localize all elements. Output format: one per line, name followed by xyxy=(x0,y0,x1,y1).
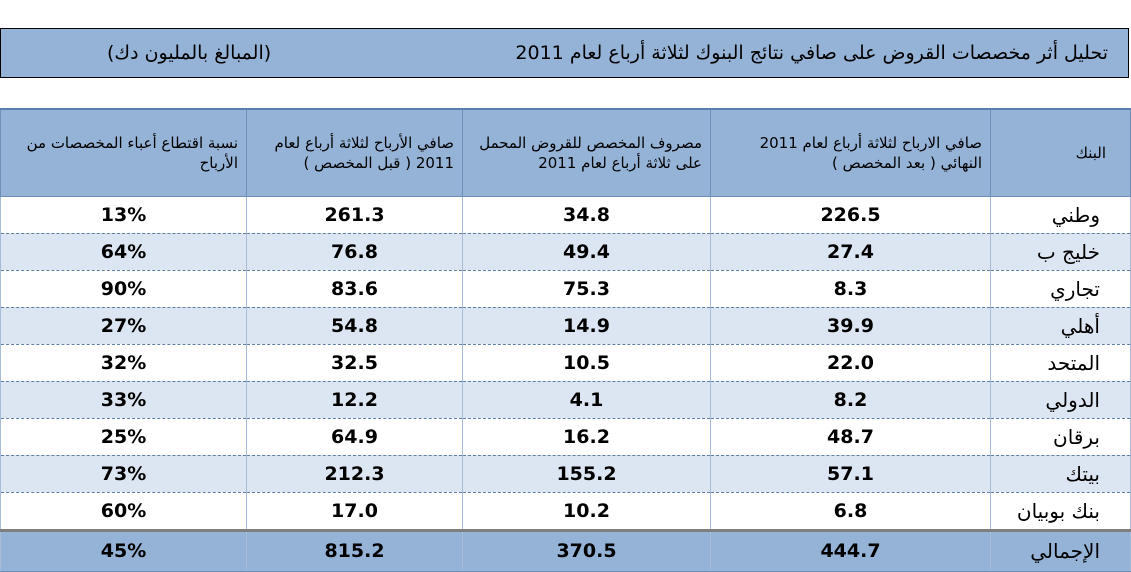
table-row: 32% 32.5 10.5 22.0 المتحد xyxy=(0,344,1131,382)
table-row: 25% 64.9 16.2 48.7 برقان xyxy=(0,418,1131,456)
cell-profit-before: 212.3 xyxy=(246,455,463,493)
cell-bank: خليج ب xyxy=(990,233,1131,271)
cell-profit-after: 27.4 xyxy=(710,233,991,271)
header-provision: مصروف المخصص للقروض المحمل على ثلاثة أرب… xyxy=(462,108,711,197)
cell-profit-before: 17.0 xyxy=(246,492,463,531)
cell-bank: وطني xyxy=(990,196,1131,234)
cell-provision: 16.2 xyxy=(462,418,711,456)
cell-ratio: 64% xyxy=(0,233,247,271)
page-title: تحليل أثر مخصصات القروض على صافي نتائج ا… xyxy=(515,42,1108,64)
cell-profit-before: 76.8 xyxy=(246,233,463,271)
cell-bank: بيتك xyxy=(990,455,1131,493)
cell-profit-before: 261.3 xyxy=(246,196,463,234)
cell-ratio: 33% xyxy=(0,381,247,419)
cell-profit-after: 48.7 xyxy=(710,418,991,456)
cell-ratio: 32% xyxy=(0,344,247,382)
title-bar: (المبالغ بالمليون دك) تحليل أثر مخصصات ا… xyxy=(0,28,1129,78)
cell-profit-after: 6.8 xyxy=(710,492,991,531)
cell-provision: 34.8 xyxy=(462,196,711,234)
table-row: 64% 76.8 49.4 27.4 خليج ب xyxy=(0,233,1131,271)
cell-bank: تجاري xyxy=(990,270,1131,308)
cell-bank: برقان xyxy=(990,418,1131,456)
bank-provisions-table: نسبة اقتطاع أعباء المخصصات من الأرباح صا… xyxy=(0,108,1131,572)
cell-bank: المتحد xyxy=(990,344,1131,382)
header-profit-before: صافي الأرباح لثلاثة أرباع لعام 2011 ( قب… xyxy=(246,108,463,197)
cell-profit-after: 57.1 xyxy=(710,455,991,493)
cell-profit-before: 83.6 xyxy=(246,270,463,308)
cell-ratio: 13% xyxy=(0,196,247,234)
table-header-row: نسبة اقتطاع أعباء المخصصات من الأرباح صا… xyxy=(0,108,1131,197)
title-unit: (المبالغ بالمليون دك) xyxy=(107,42,272,64)
cell-profit-before: 12.2 xyxy=(246,381,463,419)
table-row: 33% 12.2 4.1 8.2 الدولي xyxy=(0,381,1131,419)
cell-profit-after: 22.0 xyxy=(710,344,991,382)
cell-profit-after: 39.9 xyxy=(710,307,991,345)
table-row: 27% 54.8 14.9 39.9 أهلي xyxy=(0,307,1131,345)
cell-provision: 155.2 xyxy=(462,455,711,493)
table-row: 60% 17.0 10.2 6.8 بنك بوبيان xyxy=(0,492,1131,531)
cell-ratio: 27% xyxy=(0,307,247,345)
cell-profit-before: 32.5 xyxy=(246,344,463,382)
total-label: الإجمالي xyxy=(990,528,1131,572)
total-profit-before: 815.2 xyxy=(246,528,463,572)
total-profit-after: 444.7 xyxy=(710,528,991,572)
cell-bank: الدولي xyxy=(990,381,1131,419)
cell-provision: 10.5 xyxy=(462,344,711,382)
cell-provision: 4.1 xyxy=(462,381,711,419)
total-row: 45% 815.2 370.5 444.7 الإجمالي xyxy=(0,528,1131,572)
table-row: 90% 83.6 75.3 8.3 تجاري xyxy=(0,270,1131,308)
table-row: 13% 261.3 34.8 226.5 وطني xyxy=(0,196,1131,234)
cell-provision: 75.3 xyxy=(462,270,711,308)
total-provision: 370.5 xyxy=(462,528,711,572)
total-ratio: 45% xyxy=(0,528,247,572)
cell-profit-after: 8.2 xyxy=(710,381,991,419)
cell-profit-before: 64.9 xyxy=(246,418,463,456)
cell-bank: أهلي xyxy=(990,307,1131,345)
header-bank: البنك xyxy=(990,108,1131,197)
cell-bank: بنك بوبيان xyxy=(990,492,1131,531)
cell-profit-after: 8.3 xyxy=(710,270,991,308)
cell-ratio: 60% xyxy=(0,492,247,531)
header-ratio: نسبة اقتطاع أعباء المخصصات من الأرباح xyxy=(0,108,247,197)
table-container: نسبة اقتطاع أعباء المخصصات من الأرباح صا… xyxy=(0,108,1131,572)
cell-ratio: 73% xyxy=(0,455,247,493)
cell-provision: 10.2 xyxy=(462,492,711,531)
table-row: 73% 212.3 155.2 57.1 بيتك xyxy=(0,455,1131,493)
cell-profit-before: 54.8 xyxy=(246,307,463,345)
cell-provision: 14.9 xyxy=(462,307,711,345)
cell-ratio: 90% xyxy=(0,270,247,308)
cell-provision: 49.4 xyxy=(462,233,711,271)
header-profit-after: صافي الارباح لثلاثة أرباع لعام 2011 النه… xyxy=(710,108,991,197)
cell-profit-after: 226.5 xyxy=(710,196,991,234)
cell-ratio: 25% xyxy=(0,418,247,456)
